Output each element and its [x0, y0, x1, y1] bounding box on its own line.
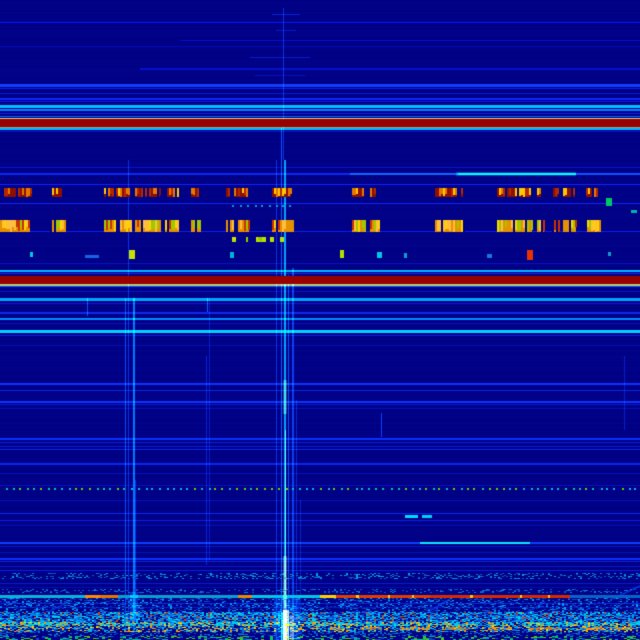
spectrogram-view [0, 0, 640, 640]
spectrogram-canvas [0, 0, 640, 640]
